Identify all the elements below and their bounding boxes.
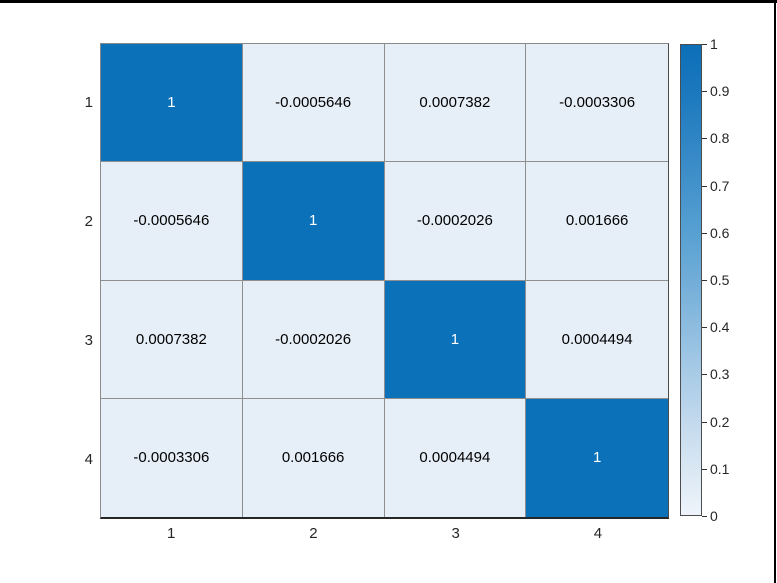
heatmap-cell: -0.0003306 [101, 398, 243, 517]
colorbar-tick [702, 91, 707, 92]
colorbar-tick-label: 0 [710, 508, 718, 524]
x-tick-label: 2 [309, 525, 318, 542]
y-tick-label: 1 [84, 93, 93, 111]
heatmap-cell: -0.0005646 [101, 162, 243, 281]
colorbar-tick-label: 0.8 [710, 130, 730, 146]
heatmap-cell-value: 0.0007382 [419, 94, 491, 112]
heatmap-cell: 0.0004494 [526, 280, 668, 399]
heatmap-cell: 0.0007382 [101, 280, 243, 399]
heatmap-cell-value: -0.0003306 [133, 449, 210, 467]
heatmap-cell: 1 [101, 44, 243, 163]
x-tick-label: 1 [166, 525, 176, 542]
colorbar-tick [702, 233, 707, 234]
colorbar-tick-label: 0.1 [710, 461, 730, 477]
y-tick-label: 4 [84, 450, 93, 468]
colorbar-tick [702, 516, 707, 517]
colorbar [680, 44, 702, 516]
y-tick-label: 2 [84, 212, 93, 230]
colorbar-tick [702, 422, 707, 423]
heatmap-cell: -0.0005646 [242, 44, 385, 163]
heatmap-cell-value: 1 [450, 330, 460, 348]
heatmap-cell-value: 0.0007382 [135, 330, 207, 348]
heatmap-cell-value: -0.0003306 [559, 94, 636, 112]
heatmap-cell-value: 1 [308, 212, 318, 230]
colorbar-tick [702, 44, 707, 45]
heatmap-cell-value: 1 [167, 94, 176, 112]
colorbar-tick [702, 469, 707, 470]
heatmap-cell-value: -0.0002026 [416, 212, 493, 230]
heatmap-cell: 0.001666 [526, 162, 668, 281]
heatmap-cell-value: -0.0005646 [275, 94, 352, 112]
heatmap-grid: 1 -0.0005646 0.0007382 -0.0003306 -0.0005646… [100, 43, 669, 519]
heatmap-cell: 1 [384, 280, 527, 399]
heatmap-cell: 1 [242, 162, 385, 281]
heatmap-cell-value: 0.001666 [281, 449, 345, 467]
heatmap-cell-value: 0.0004494 [561, 330, 633, 348]
heatmap-cell-value: -0.0005646 [133, 212, 210, 230]
colorbar-tick [702, 327, 707, 328]
heatmap-cell: 1 [526, 398, 668, 517]
heatmap-cell: -0.0002026 [384, 162, 527, 281]
colorbar-tick [702, 280, 707, 281]
colorbar-tick-label: 0.4 [710, 319, 730, 335]
colorbar-tick-label: 0.9 [710, 83, 730, 99]
heatmap-cell-value: 1 [592, 449, 602, 467]
x-tick-label: 3 [451, 525, 460, 542]
colorbar-tick-label: 0.2 [710, 414, 730, 430]
window-border-top [0, 0, 777, 3]
colorbar-tick [702, 186, 707, 187]
heatmap-cell: 0.0007382 [384, 44, 527, 163]
heatmap-cell-value: 0.001666 [565, 212, 629, 230]
colorbar-tick [702, 374, 707, 375]
colorbar-tick-label: 1 [710, 36, 718, 52]
heatmap-cell: 0.0004494 [384, 398, 527, 517]
heatmap-cell-value: -0.0002026 [275, 330, 352, 348]
heatmap-cell: -0.0003306 [526, 44, 668, 163]
x-tick-label: 4 [593, 525, 603, 542]
colorbar-tick-label: 0.5 [710, 272, 730, 288]
heatmap-cell-value: 0.0004494 [419, 449, 491, 467]
colorbar-tick-label: 0.3 [710, 366, 730, 382]
heatmap-cell: -0.0002026 [242, 280, 385, 399]
window-border-right [774, 0, 776, 583]
colorbar-tick-label: 0.6 [710, 225, 730, 241]
heatmap-cell: 0.001666 [242, 398, 385, 517]
y-tick-label: 3 [84, 331, 93, 349]
colorbar-tick-label: 0.7 [710, 178, 730, 194]
colorbar-tick [702, 138, 707, 139]
